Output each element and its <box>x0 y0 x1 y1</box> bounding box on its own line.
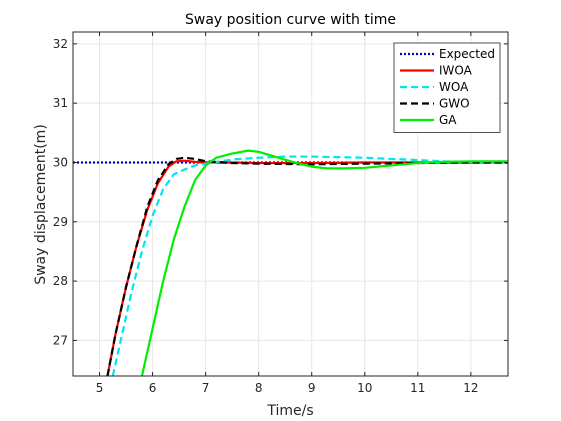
x-axis-title: Time/s <box>266 403 313 419</box>
plot-area: 5 6 7 8 9 10 11 12 27 28 29 30 31 32 Expected IWOA WOA GW… <box>53 31 509 395</box>
y-tick-label: 27 <box>53 333 68 347</box>
chart-title: Sway position curve with time <box>185 12 396 28</box>
legend-label: GWO <box>439 97 470 111</box>
series-line-ga <box>140 149 508 376</box>
x-tick-label: 8 <box>255 381 263 395</box>
x-tick-label: 6 <box>149 381 157 395</box>
y-tick-label: 28 <box>53 274 68 288</box>
series-group <box>73 149 508 376</box>
y-tick-label: 32 <box>53 37 68 51</box>
legend-label: IWOA <box>439 64 473 78</box>
axes-box <box>72 31 509 377</box>
y-tick-label: 29 <box>53 215 68 229</box>
y-tick-label: 30 <box>53 155 68 169</box>
x-tick-label: 9 <box>308 381 316 395</box>
legend-label: WOA <box>439 80 469 94</box>
x-tick-label: 10 <box>357 381 372 395</box>
y-tick-label: 31 <box>53 96 68 110</box>
legend: Expected IWOA WOA GWO GA <box>393 42 501 133</box>
x-tick-label: 7 <box>202 381 210 395</box>
legend-label: Expected <box>439 47 495 61</box>
x-tick-label: 11 <box>410 381 425 395</box>
legend-label: GA <box>439 113 457 127</box>
x-tick-label: 5 <box>96 381 104 395</box>
x-tick-label: 12 <box>463 381 478 395</box>
y-axis-title: Sway displacement(m) <box>33 124 49 285</box>
series-line-gwo <box>106 156 508 376</box>
